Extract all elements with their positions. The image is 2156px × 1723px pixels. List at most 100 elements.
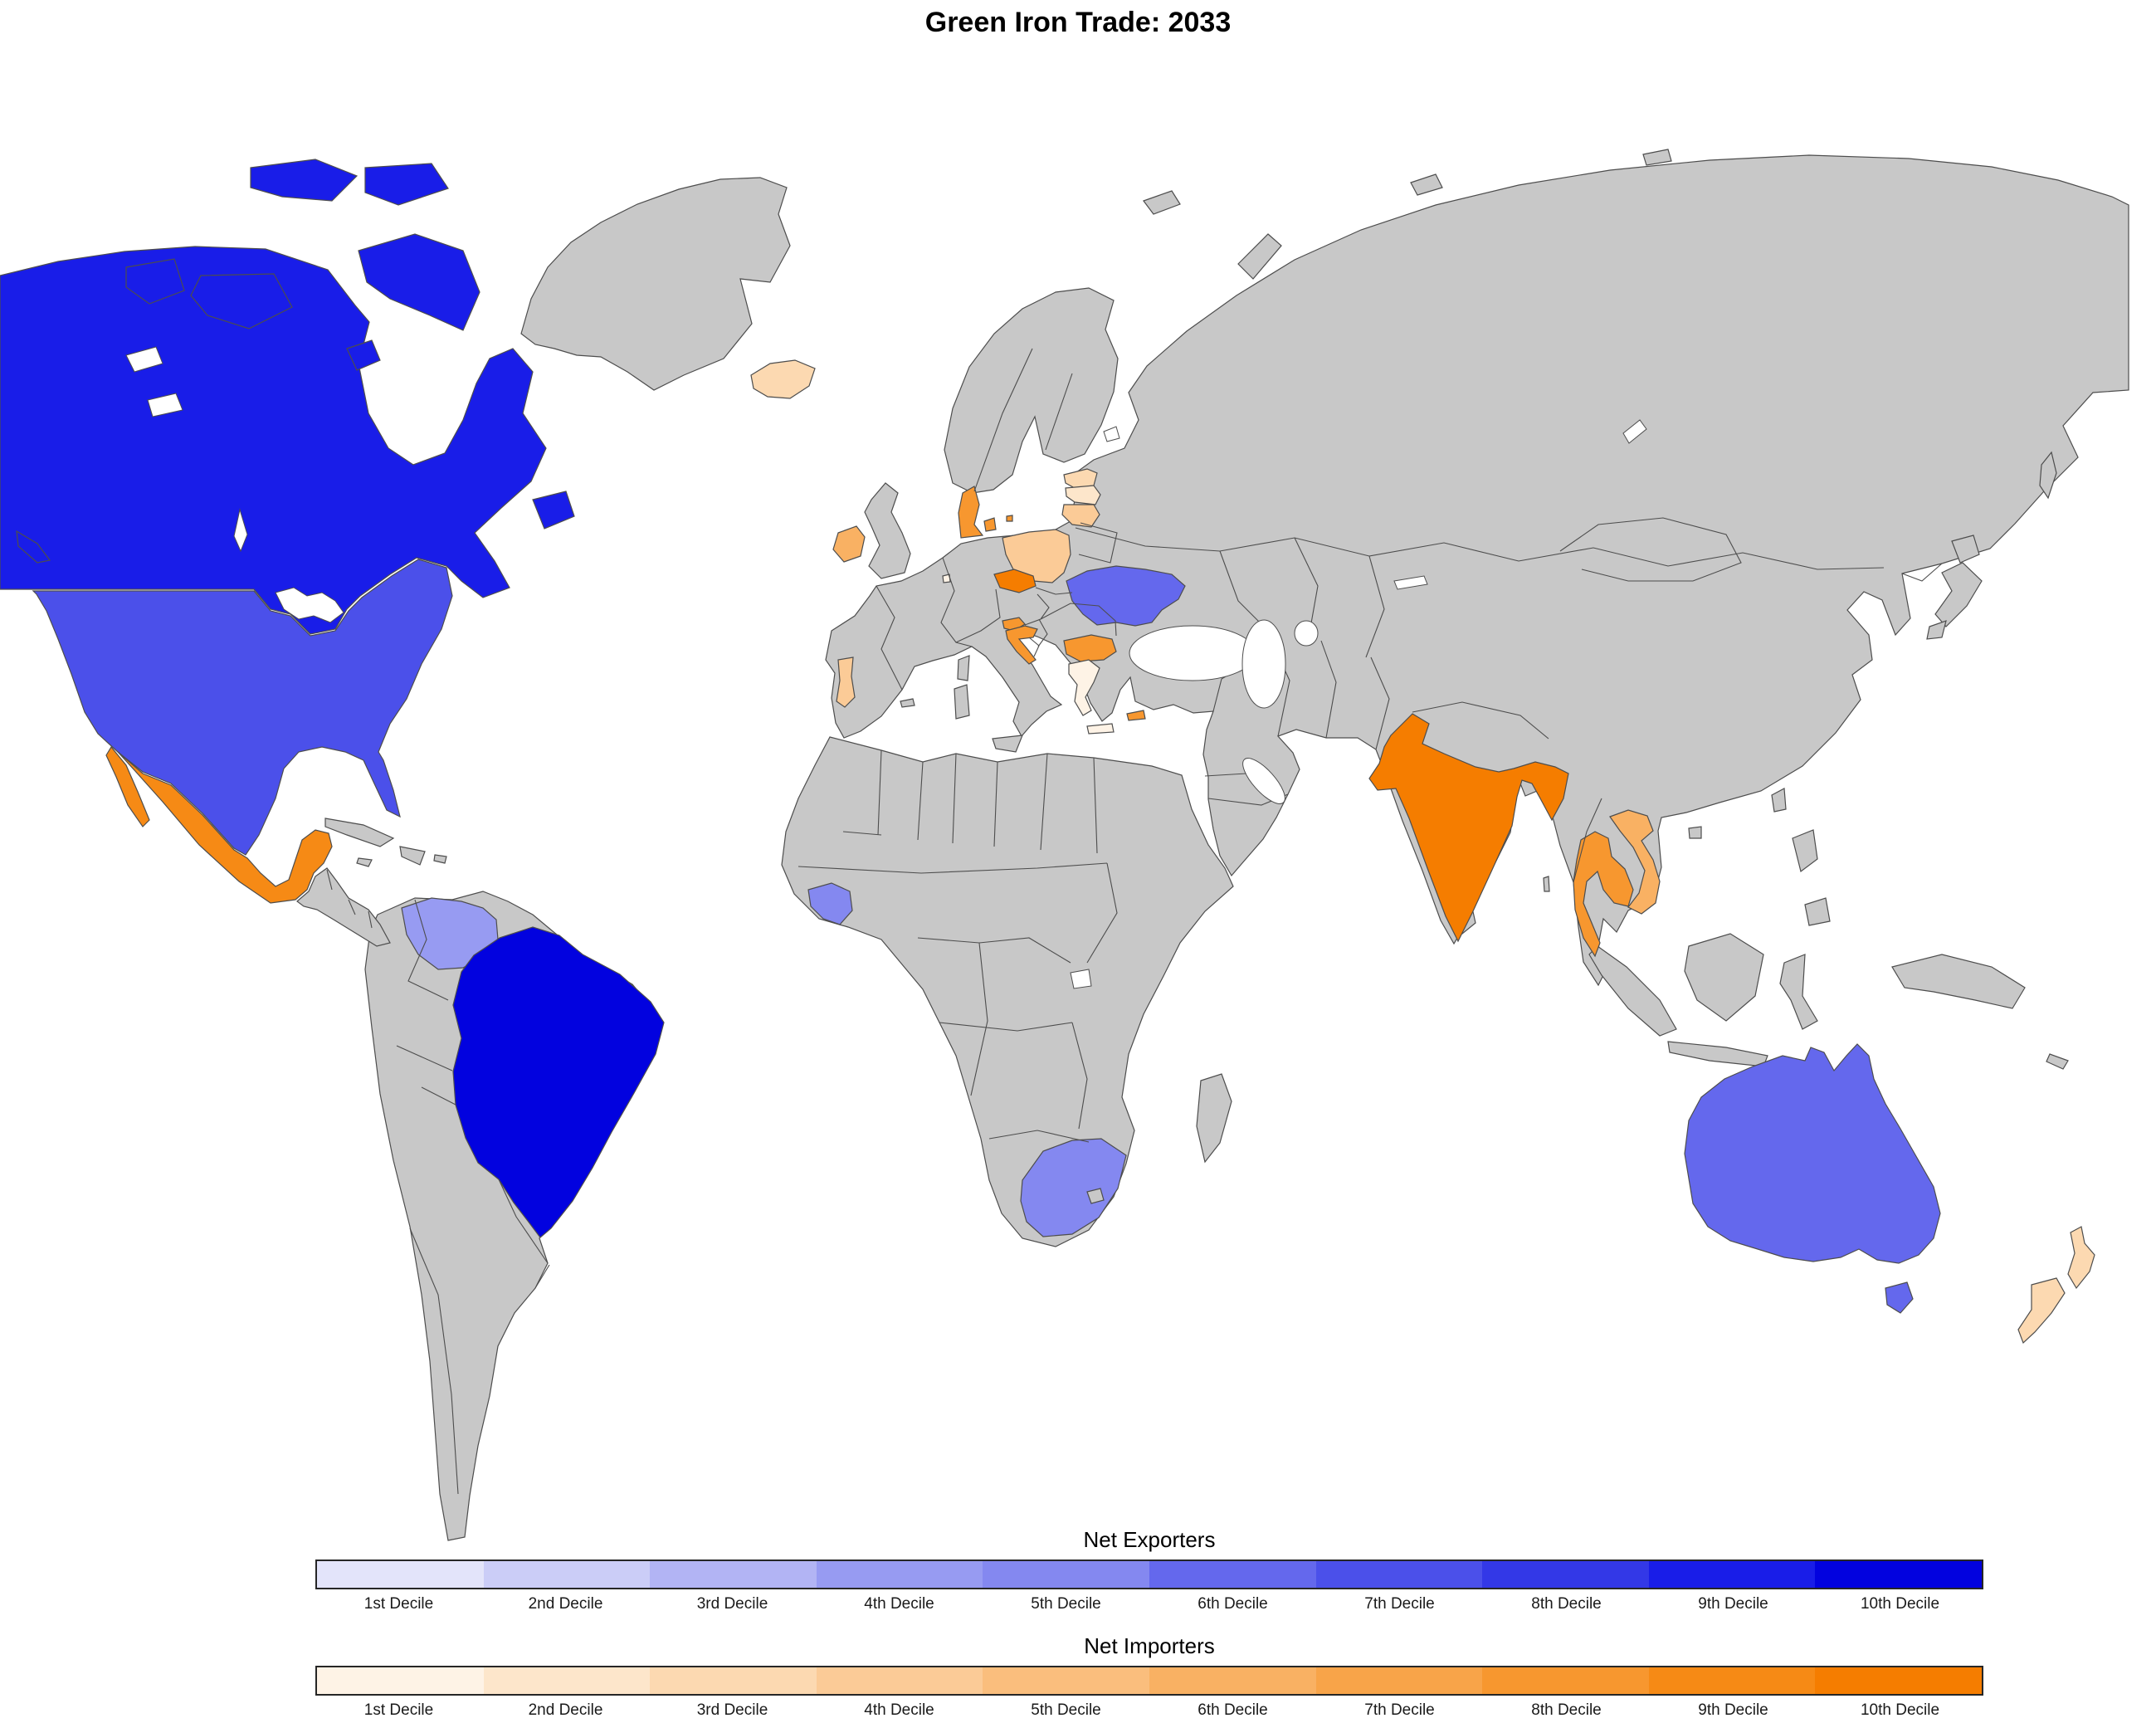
- exporters-decile-label-9: 9th Decile: [1698, 1595, 1768, 1613]
- importers-decile-label-10: 10th Decile: [1860, 1701, 1940, 1719]
- country-cyprus: [1126, 710, 1146, 721]
- country-poland: [1002, 529, 1071, 583]
- exporters-decile-label-3: 3rd Decile: [696, 1595, 768, 1613]
- country-mexico: [117, 751, 333, 904]
- exporters-decile-swatch-5: [983, 1561, 1149, 1588]
- sea-black-sea: [1129, 625, 1256, 681]
- landmass-madagascar: [1196, 1073, 1232, 1164]
- island-hainan: [1688, 826, 1702, 839]
- landmass-africa: [781, 736, 1234, 1247]
- importers-decile-label-6: 6th Decile: [1198, 1701, 1268, 1719]
- country-india: [1368, 713, 1569, 943]
- island-svalbard: [1143, 190, 1181, 215]
- exporters-decile-swatch-10: [1815, 1561, 1982, 1588]
- sea-persian-gulf: [1242, 758, 1285, 804]
- sea-aral: [1294, 620, 1319, 647]
- island-mindanao: [1804, 897, 1831, 926]
- exporters-decile-swatch-8: [1482, 1561, 1649, 1588]
- landmass-central-america: [296, 867, 391, 947]
- exporters-decile-swatch-7: [1315, 1561, 1483, 1588]
- legend-importers-colorbar: [315, 1666, 1983, 1696]
- landmass-scandinavia: [944, 287, 1119, 494]
- country-canada: [0, 246, 547, 635]
- island-cuba: [324, 818, 395, 847]
- island-taiwan: [1771, 788, 1787, 813]
- importers-decile-label-2: 2nd Decile: [528, 1701, 603, 1719]
- legend-exporters-title: Net Exporters: [1083, 1527, 1216, 1552]
- importers-decile-label-7: 7th Decile: [1364, 1701, 1435, 1719]
- country-luxembourg: [942, 574, 951, 583]
- importers-decile-label-4: 4th Decile: [864, 1701, 934, 1719]
- lake-victoria: [1070, 969, 1092, 989]
- country-guinea: [807, 882, 853, 925]
- exporters-decile-label-6: 6th Decile: [1198, 1595, 1268, 1613]
- country-ukraine: [1066, 565, 1186, 627]
- exporters-decile-label-7: 7th Decile: [1364, 1595, 1435, 1613]
- country-lithuania: [1061, 504, 1100, 528]
- country-iceland: [750, 359, 816, 399]
- island-andaman: [1543, 876, 1550, 892]
- island-sicily: [992, 735, 1023, 753]
- country-mexico-baja: [105, 745, 150, 827]
- country-bulgaria: [1063, 634, 1117, 662]
- exporters-decile-swatch-2: [483, 1561, 651, 1588]
- country-denmark-bornholm: [1006, 515, 1013, 522]
- country-brazil: [452, 926, 665, 1238]
- landmass-united-kingdom: [864, 482, 911, 579]
- legend-exporters-labels: 1st Decile 2nd Decile 3rd Decile 4th Decile…: [315, 1595, 1983, 1613]
- legend-importers-title: Net Importers: [1084, 1633, 1215, 1658]
- country-czechia: [993, 569, 1037, 593]
- exporters-decile-label-10: 10th Decile: [1860, 1595, 1940, 1613]
- island-sumatra: [1588, 945, 1677, 1037]
- island-kyushu: [1926, 620, 1947, 640]
- lake-great-bear: [125, 346, 163, 373]
- country-estonia: [1063, 468, 1098, 489]
- country-portugal: [836, 656, 856, 708]
- island-puerto-rico: [433, 854, 447, 864]
- country-new-zealand-north: [2067, 1226, 2095, 1290]
- country-denmark-jutland: [958, 486, 984, 539]
- legend-importers-labels: 1st Decile 2nd Decile 3rd Decile 4th Decile…: [315, 1701, 1983, 1720]
- importers-decile-swatch-6: [1149, 1667, 1316, 1694]
- exporters-decile-swatch-1: [317, 1561, 484, 1588]
- island-java: [1667, 1041, 1768, 1067]
- island-sakhalin: [2039, 451, 2057, 500]
- island-new-caledonia: [2046, 1053, 2069, 1070]
- country-canada-newfoundland: [532, 491, 575, 530]
- importers-decile-label-1: 1st Decile: [363, 1701, 434, 1719]
- lake-baikal: [1622, 419, 1647, 444]
- importers-decile-swatch-7: [1315, 1667, 1483, 1694]
- importers-decile-swatch-1: [317, 1667, 484, 1694]
- page-title: Green Iron Trade: 2033: [924, 7, 1232, 38]
- island-corsica: [957, 655, 970, 681]
- island-jamaica: [356, 857, 373, 867]
- importers-decile-label-3: 3rd Decile: [696, 1701, 768, 1719]
- country-canada-ellesmere: [250, 159, 359, 202]
- country-south-africa: [1020, 1138, 1127, 1237]
- country-vietnam: [1609, 809, 1661, 915]
- island-borneo: [1684, 933, 1764, 1022]
- exporters-decile-label-5: 5th Decile: [1031, 1595, 1101, 1613]
- country-ireland: [832, 525, 866, 563]
- landmass-greenland: [520, 177, 791, 391]
- country-thailand: [1573, 831, 1634, 958]
- importers-decile-swatch-3: [650, 1667, 817, 1694]
- country-canada-southampton: [346, 339, 381, 371]
- importers-decile-label-9: 9th Decile: [1698, 1701, 1768, 1719]
- island-honshu: [1934, 562, 1983, 627]
- country-denmark-zealand: [983, 517, 997, 532]
- exporters-decile-label-4: 4th Decile: [864, 1595, 934, 1613]
- importers-decile-label-8: 8th Decile: [1531, 1701, 1602, 1719]
- choropleth-countries: [0, 159, 2095, 1345]
- island-sardinia: [954, 684, 970, 720]
- importers-decile-swatch-9: [1648, 1667, 1816, 1694]
- country-borders: [326, 348, 1943, 1495]
- water-bodies: [125, 346, 1647, 989]
- exporters-decile-swatch-9: [1648, 1561, 1816, 1588]
- exporters-decile-swatch-4: [816, 1561, 983, 1588]
- sea-caspian: [1241, 619, 1286, 709]
- island-new-guinea: [1891, 954, 2026, 1009]
- island-balearics: [900, 698, 915, 708]
- importers-decile-swatch-5: [983, 1667, 1149, 1694]
